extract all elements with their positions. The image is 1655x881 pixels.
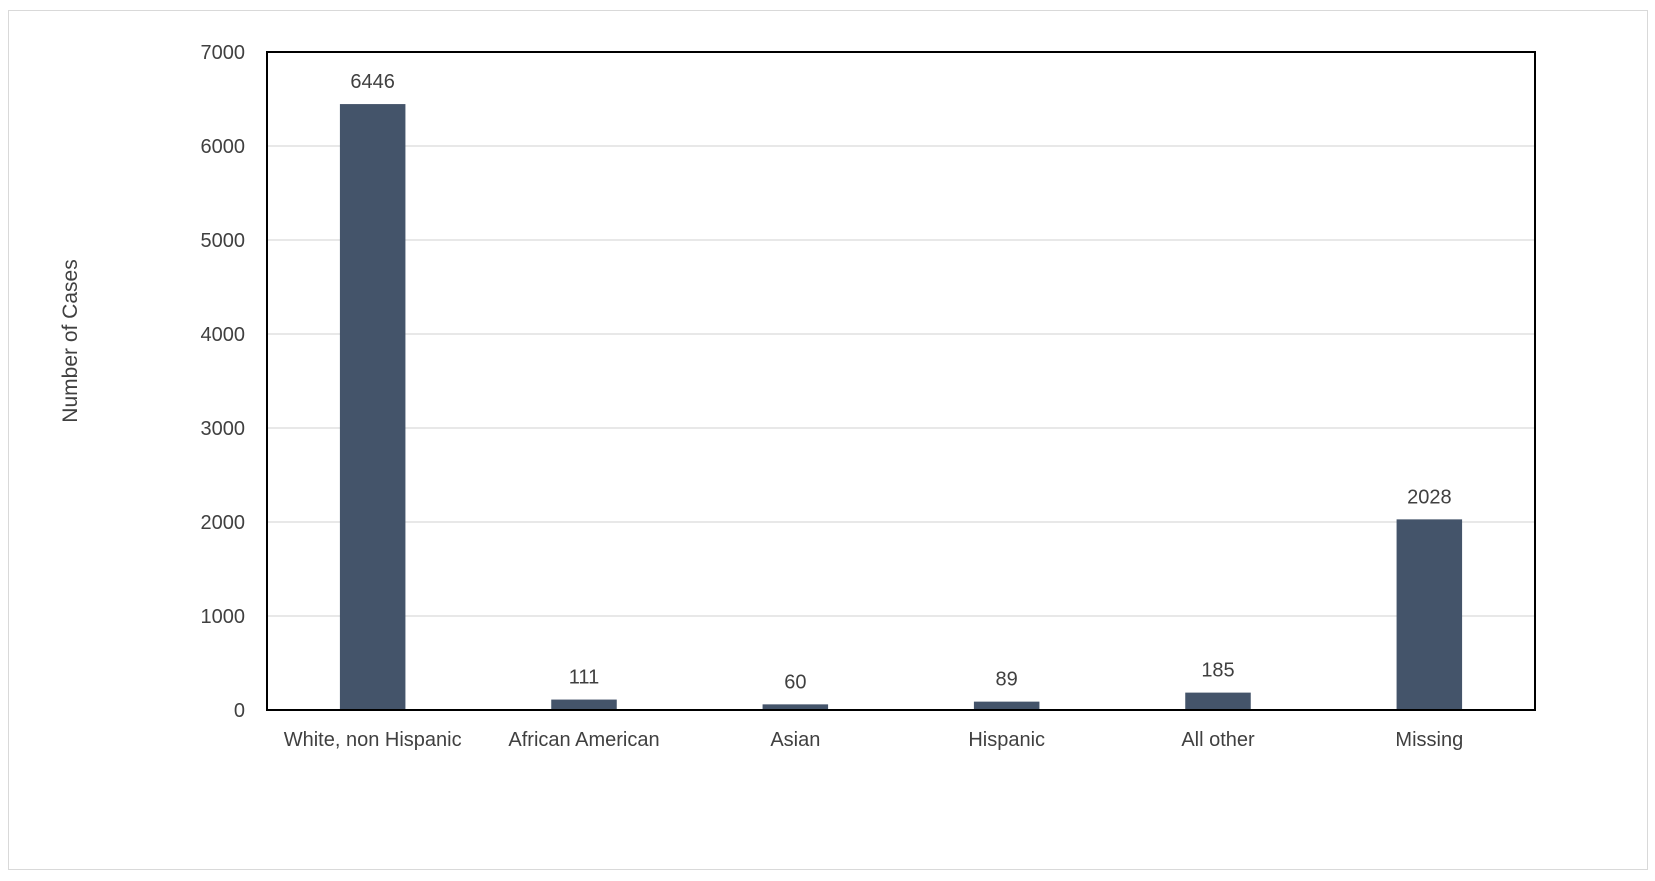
- gridlines: [267, 145, 1535, 711]
- chart-frame: 6446 111 60 89 185 2028 0 1000 2000 3000 4000 5000…: [8, 10, 1648, 870]
- y-tick-label: 3000: [201, 418, 246, 440]
- x-category-label: Asian: [770, 729, 820, 751]
- x-category-label: African American: [508, 729, 659, 751]
- y-tick-label: 7000: [201, 42, 246, 64]
- plot-area-border: [266, 51, 1536, 711]
- y-tick-label: 4000: [201, 324, 246, 346]
- data-label: 6446: [350, 71, 395, 93]
- data-label: 111: [569, 667, 599, 689]
- data-label: 60: [784, 671, 806, 693]
- y-tick-label: 2000: [201, 512, 246, 534]
- data-label: 89: [996, 669, 1018, 691]
- bar: [973, 701, 1040, 710]
- x-category-label: White, non Hispanic: [284, 729, 462, 751]
- data-labels: 6446 111 60 89 185 2028: [350, 71, 1451, 693]
- bar: [1185, 692, 1251, 710]
- x-category-label: Hispanic: [968, 729, 1045, 751]
- bar-chart: 6446 111 60 89 185 2028 0 1000 2000 3000 4000 5000…: [59, 42, 1536, 751]
- bar: [551, 699, 617, 710]
- y-tick-label: 1000: [201, 606, 246, 628]
- bar: [1396, 519, 1463, 710]
- x-axis-categories: White, non Hispanic African American Asian…: [284, 729, 1464, 751]
- y-tick-label: 5000: [201, 230, 246, 252]
- x-category-label: All other: [1181, 729, 1255, 751]
- y-axis-ticks: 0 1000 2000 3000 4000 5000 6000 7000: [201, 42, 246, 722]
- y-tick-label: 0: [234, 700, 245, 722]
- bar: [762, 704, 829, 710]
- data-label: 2028: [1407, 486, 1452, 508]
- x-category-label: Missing: [1395, 729, 1463, 751]
- y-axis-title: Number of Cases: [59, 259, 82, 422]
- data-label: 185: [1201, 660, 1234, 682]
- bars: [339, 104, 1463, 711]
- bar: [339, 104, 406, 711]
- y-tick-label: 6000: [201, 136, 246, 158]
